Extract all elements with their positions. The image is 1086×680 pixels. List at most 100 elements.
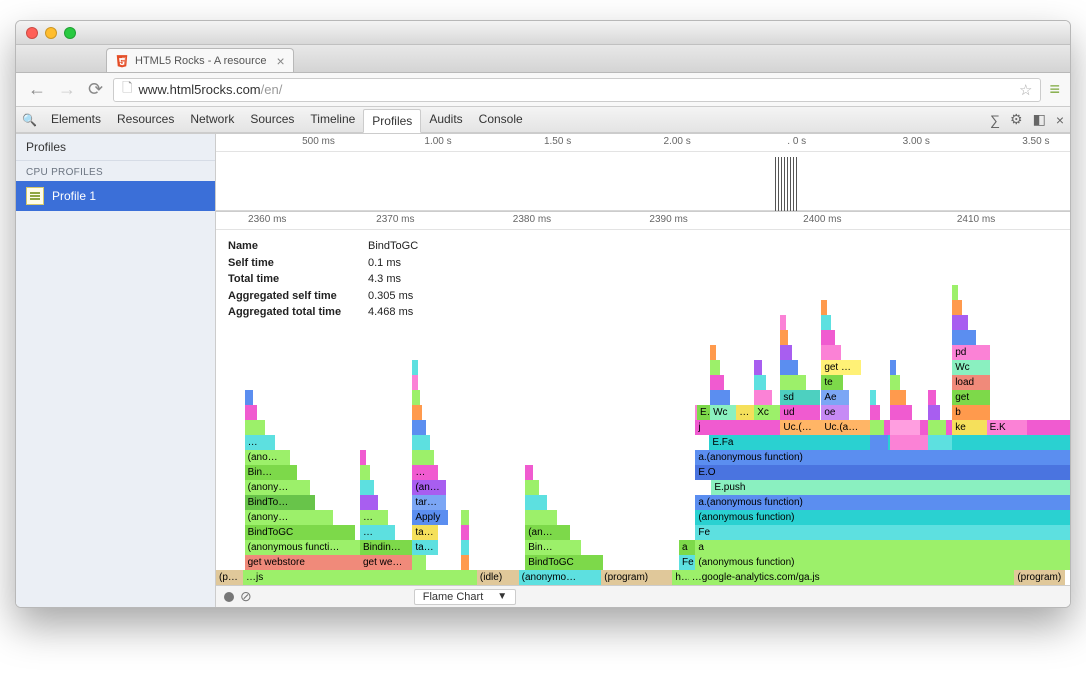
flame-bar[interactable] (461, 510, 469, 525)
flame-bar[interactable]: (anonymous function) (695, 555, 1070, 570)
flame-bar[interactable] (525, 480, 539, 495)
flame-bar[interactable]: Xc (754, 405, 782, 420)
flame-bar[interactable]: b (952, 405, 990, 420)
flame-bar[interactable] (821, 345, 841, 360)
flame-bar[interactable] (928, 420, 946, 435)
flame-bar[interactable] (928, 390, 936, 405)
flame-bar[interactable] (780, 345, 792, 360)
devtools-close-icon[interactable]: × (1056, 112, 1064, 128)
flame-bar[interactable]: (an… (525, 525, 570, 540)
flame-bar[interactable]: h… (672, 570, 688, 585)
flame-bar[interactable] (412, 375, 418, 390)
flame-bar[interactable]: (prog… (216, 570, 243, 585)
flame-bar[interactable]: …js (243, 570, 477, 585)
flame-bar[interactable]: BindToGC (525, 555, 603, 570)
flame-bar[interactable]: get we… (360, 555, 420, 570)
flame-bar[interactable] (360, 480, 374, 495)
settings-icon[interactable]: ⚙ (1010, 111, 1023, 128)
devtools-tab-profiles[interactable]: Profiles (363, 109, 421, 133)
flame-bar[interactable] (461, 525, 469, 540)
devtools-tab-sources[interactable]: Sources (242, 108, 302, 132)
flame-bar[interactable]: oe (821, 405, 849, 420)
devtools-tab-audits[interactable]: Audits (421, 108, 470, 132)
record-button[interactable] (224, 592, 234, 602)
flame-bar[interactable] (870, 390, 876, 405)
flame-bar[interactable]: get (952, 390, 990, 405)
flame-bar[interactable]: Bin… (245, 465, 297, 480)
flame-bar[interactable]: (anony… (245, 480, 310, 495)
flame-bar[interactable] (780, 375, 806, 390)
inspect-icon[interactable]: 🔍 (22, 113, 37, 127)
flame-bar[interactable]: … (245, 435, 275, 450)
flame-bar[interactable] (890, 420, 920, 435)
flame-bar[interactable] (412, 435, 430, 450)
flame-bar[interactable] (754, 360, 762, 375)
flame-bar[interactable] (412, 420, 426, 435)
flame-bar[interactable]: ta… (412, 525, 438, 540)
flame-bar[interactable] (952, 315, 968, 330)
flame-bar[interactable]: (program) (601, 570, 672, 585)
flame-bar[interactable]: (ano… (245, 450, 290, 465)
flame-bar[interactable] (890, 405, 912, 420)
browser-tab[interactable]: HTML5 Rocks - A resource × (106, 48, 294, 72)
flame-bar[interactable] (710, 345, 716, 360)
flame-bar[interactable]: BindTo… (245, 495, 315, 510)
flame-bar[interactable]: a (695, 540, 1070, 555)
flame-bar[interactable]: (program) (1014, 570, 1065, 585)
flame-bar[interactable] (525, 465, 533, 480)
reload-button[interactable]: ⟳ (86, 79, 105, 100)
flame-bar[interactable]: te (821, 375, 843, 390)
flame-bar[interactable] (890, 435, 930, 450)
flame-bar[interactable] (952, 330, 976, 345)
flame-bar[interactable]: tar… (412, 495, 446, 510)
flame-bar[interactable]: a.(anonymous function) (695, 495, 1070, 510)
flame-bar[interactable] (710, 375, 724, 390)
flame-bar[interactable] (710, 390, 730, 405)
flame-bar[interactable] (928, 435, 952, 450)
flame-bar[interactable]: (idle) (477, 570, 519, 585)
flame-bar[interactable] (412, 450, 434, 465)
flame-bar[interactable] (952, 285, 958, 300)
flame-bar[interactable] (870, 435, 888, 450)
flame-chart[interactable]: NameBindToGCSelf time0.1 msTotal time4.3… (216, 230, 1070, 585)
flame-bar[interactable]: ta… (412, 540, 438, 555)
flame-bar[interactable]: (anony… (245, 510, 333, 525)
zoom-window-button[interactable] (64, 27, 76, 39)
flame-bar[interactable]: Apply (412, 510, 448, 525)
flame-bar[interactable]: load (952, 375, 990, 390)
flame-bar[interactable]: E.K (987, 420, 1027, 435)
address-bar[interactable]: 🗋 www.html5rocks.com/en/ ☆ (113, 78, 1041, 102)
flame-bar[interactable]: (anonymous functi… (245, 540, 373, 555)
back-button[interactable]: ← (26, 79, 48, 100)
flame-bar[interactable] (412, 555, 426, 570)
flame-bar[interactable]: E… (697, 405, 711, 420)
flame-bar[interactable]: (anonymo… (519, 570, 602, 585)
flame-bar[interactable] (245, 390, 253, 405)
dock-icon[interactable]: ◧ (1033, 111, 1046, 128)
flame-bar[interactable] (360, 465, 370, 480)
flame-bar[interactable]: Fe (679, 555, 697, 570)
flame-bar[interactable] (412, 405, 422, 420)
flame-bar[interactable] (245, 405, 257, 420)
flame-bar[interactable]: E.push (711, 480, 1070, 495)
flame-bar[interactable]: … (412, 465, 438, 480)
tab-close-icon[interactable]: × (276, 53, 284, 69)
flame-bar[interactable] (754, 375, 766, 390)
overview-strip[interactable]: 500 ms1.00 s1.50 s2.00 s. 0 s3.00 s3.50 … (216, 134, 1070, 212)
flame-bar[interactable] (525, 495, 547, 510)
flame-bar[interactable] (461, 555, 469, 570)
flame-bar[interactable] (412, 360, 418, 375)
forward-button[interactable]: → (56, 79, 78, 100)
flame-bar[interactable]: ud (780, 405, 820, 420)
flame-bar[interactable] (780, 330, 788, 345)
flame-bar[interactable] (821, 315, 831, 330)
flame-bar[interactable]: … (360, 525, 395, 540)
bookmark-icon[interactable]: ☆ (1019, 81, 1032, 99)
flame-bar[interactable] (821, 330, 835, 345)
flame-bar[interactable] (870, 405, 880, 420)
devtools-tab-timeline[interactable]: Timeline (302, 108, 363, 132)
close-window-button[interactable] (26, 27, 38, 39)
flame-bar[interactable] (360, 495, 378, 510)
flame-bar[interactable]: ke (952, 420, 990, 435)
flame-bar[interactable]: Bin… (525, 540, 581, 555)
